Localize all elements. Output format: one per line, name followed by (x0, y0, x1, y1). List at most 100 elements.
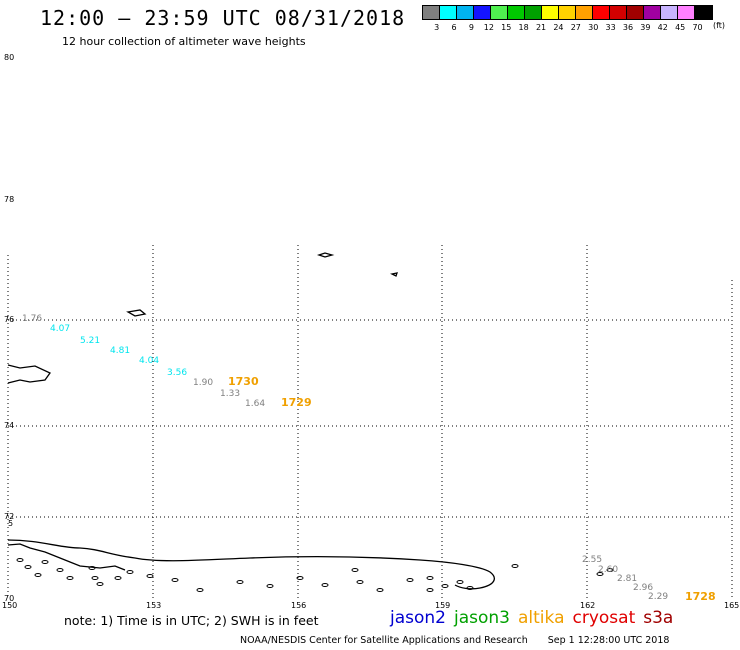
footer-source: NOAA/NESDIS Center for Satellite Applica… (240, 635, 528, 646)
island-top-1 (316, 252, 335, 258)
legend-label: 70 (692, 23, 703, 32)
island-speck (114, 576, 122, 580)
island-speck (171, 578, 179, 582)
island-speck (376, 588, 384, 592)
legend-swatch (440, 6, 457, 19)
island-speck (34, 573, 42, 577)
wave-height-label: 2.81 (617, 574, 637, 584)
island-speck (126, 570, 134, 574)
legend-swatch (610, 6, 627, 19)
legend-label: 3 (434, 23, 440, 32)
island-speck (56, 568, 64, 572)
legend-label: 15 (501, 23, 512, 32)
island-speck (41, 560, 49, 564)
legend-label: 6 (451, 23, 457, 32)
legend-swatch (593, 6, 610, 19)
legend-swatch (559, 6, 576, 19)
island-speck (296, 576, 304, 580)
lat-label: 72 (4, 512, 14, 521)
lat-label: 74 (4, 421, 14, 430)
graticule (7, 245, 733, 598)
legend-swatch (457, 6, 474, 19)
satellite-cryosat: cryosat (572, 608, 636, 628)
island-speck (466, 586, 474, 590)
island-speck (146, 574, 154, 578)
satellite-jason2: jason2 (390, 608, 446, 628)
lon-label: 150 (2, 601, 17, 610)
legend-swatch (525, 6, 542, 19)
lon-label: 156 (291, 601, 306, 610)
island-speck (96, 582, 104, 586)
legend-swatch (644, 6, 661, 19)
legend-label: 18 (518, 23, 529, 32)
island-speck (196, 588, 204, 592)
wave-height-label: 3.56 (167, 368, 187, 378)
color-legend: 3 6 9 12 15 18 21 24 27 30 33 36 39 42 45 70 (422, 5, 713, 32)
island-speck (321, 583, 329, 587)
legend-unit: (ft) (713, 21, 726, 30)
wave-height-label: 2.55 (582, 555, 602, 565)
legend-swatch (542, 6, 559, 19)
island-speck (66, 576, 74, 580)
footer: NOAA/NESDIS Center for Satellite Applica… (240, 635, 669, 646)
wave-height-label: 2.96 (633, 583, 653, 593)
legend-label: 9 (468, 23, 475, 32)
island-speck (511, 564, 519, 568)
legend-label: 30 (588, 23, 599, 32)
legend-swatch (508, 6, 525, 19)
note-text: note: 1) Time is in UTC; 2) SWH is in fe… (64, 613, 319, 628)
legend-label: 24 (553, 23, 564, 32)
legend-label: 45 (675, 23, 686, 32)
legend-labels: 3 6 9 12 15 18 21 24 27 30 33 36 39 42 45 70 (428, 23, 713, 32)
legend-swatch (491, 6, 508, 19)
legend-swatch (627, 6, 644, 19)
lat-label: 80 (4, 53, 14, 62)
satellite-jason3: jason3 (454, 608, 510, 628)
lon-label: 165 (724, 601, 739, 610)
lat-label: 76 (4, 315, 14, 324)
lon-label: 162 (580, 601, 595, 610)
legend-label: 21 (535, 23, 547, 32)
legend-label: 36 (622, 23, 634, 32)
wave-height-label: 5.21 (80, 336, 100, 346)
wave-height-label: 4.04 (139, 356, 159, 366)
lat-label-extra: 5 (8, 519, 13, 528)
legend-swatch (678, 6, 695, 19)
lat-labels: 80 78 76 74 72 5 70 (4, 53, 14, 603)
legend-swatch (423, 6, 440, 19)
island-speck (266, 584, 274, 588)
lon-labels: 150 153 156 159 162 165 (2, 601, 739, 610)
satellite-altika: altika (518, 608, 565, 628)
wave-height-label: 1.76 (22, 314, 42, 324)
island-speck (236, 580, 244, 584)
north-coast (7, 539, 495, 590)
island-speck (456, 580, 464, 584)
wave-height-label: 1728 (685, 590, 716, 603)
lat-label: 70 (4, 594, 14, 603)
satellite-s3a: s3a (643, 608, 674, 628)
island-speck (16, 558, 24, 562)
island-speck (606, 568, 614, 572)
peninsula-left (7, 364, 51, 384)
satellite-legend: jason2 jason3 altika cryosat s3a (390, 608, 681, 628)
legend-swatch (474, 6, 491, 19)
wave-height-label: 1.64 (245, 399, 265, 409)
island-speck (88, 566, 96, 570)
wave-height-label: 2.29 (648, 592, 668, 602)
wave-height-label: 1.33 (220, 389, 240, 399)
legend-swatches (422, 5, 713, 20)
map-title: 12:00 – 23:59 UTC 08/31/2018 (40, 6, 406, 30)
legend-label: 12 (483, 23, 494, 32)
west-coast-inlet (7, 543, 126, 571)
wave-height-label: 4.81 (110, 346, 130, 356)
island-speck (441, 584, 449, 588)
map-subtitle: 12 hour collection of altimeter wave hei… (62, 35, 306, 48)
wave-height-label: 4.07 (50, 324, 70, 334)
wave-height-label: 2.60 (598, 565, 618, 575)
legend-label: 42 (657, 23, 668, 32)
island-left (126, 309, 147, 317)
wave-height-label: 1730 (228, 375, 259, 388)
coastline (7, 252, 495, 590)
